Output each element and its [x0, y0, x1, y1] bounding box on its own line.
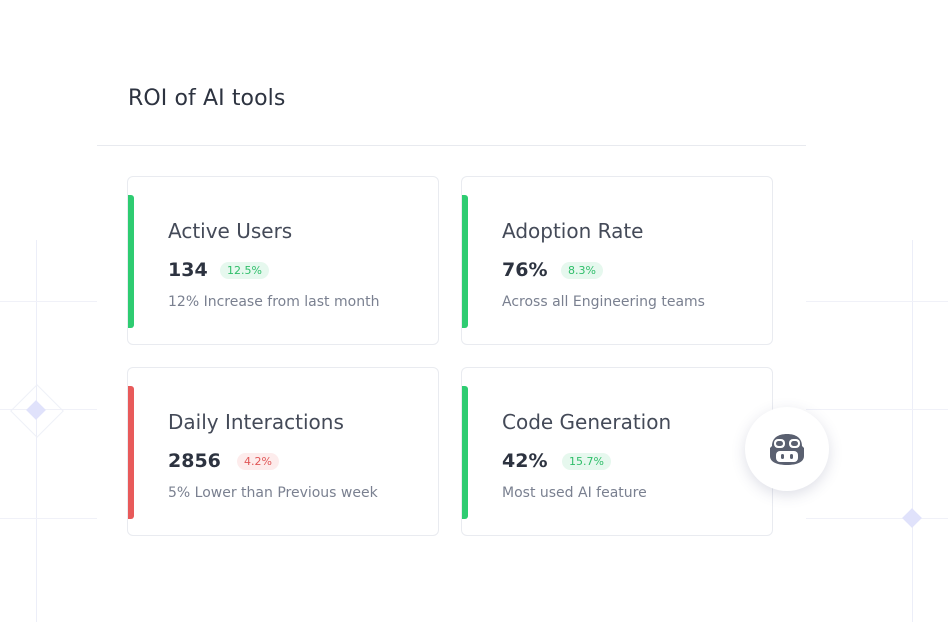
stat-card-code-generation[interactable]: Code Generation 42% 15.7% Most used AI f…: [461, 367, 773, 536]
grid-line: [0, 518, 97, 519]
card-title: Adoption Rate: [502, 219, 644, 243]
grid-line: [0, 301, 97, 302]
grid-line: [806, 409, 948, 410]
card-metric-value: 76%: [502, 259, 548, 281]
stat-card-active-users[interactable]: Active Users 134 12.5% 12% Increase from…: [127, 176, 439, 345]
copilot-bot-icon: [770, 434, 804, 465]
grid-line: [912, 240, 913, 622]
card-accent-bar: [128, 195, 134, 328]
grid-line: [806, 301, 948, 302]
card-accent-bar: [462, 386, 468, 519]
grid-line: [36, 240, 37, 622]
card-metric-value: 134: [168, 259, 208, 281]
decorative-diamond: [902, 508, 922, 528]
card-change-badge: 8.3%: [561, 262, 603, 279]
card-metric-value: 2856: [168, 450, 221, 472]
card-change-badge: 15.7%: [562, 453, 611, 470]
card-description: 5% Lower than Previous week: [168, 485, 378, 501]
stat-card-adoption-rate[interactable]: Adoption Rate 76% 8.3% Across all Engine…: [461, 176, 773, 345]
page-title: ROI of AI tools: [128, 86, 286, 111]
card-description: 12% Increase from last month: [168, 294, 380, 310]
card-change-badge: 12.5%: [220, 262, 269, 279]
card-accent-bar: [462, 195, 468, 328]
ai-assistant-button[interactable]: [745, 407, 829, 491]
card-change-badge: 4.2%: [237, 453, 279, 470]
card-title: Code Generation: [502, 410, 672, 434]
card-description: Most used AI feature: [502, 485, 647, 501]
grid-line: [0, 409, 97, 410]
title-divider: [97, 145, 806, 146]
card-metric-value: 42%: [502, 450, 548, 472]
card-description: Across all Engineering teams: [502, 294, 705, 310]
stat-card-daily-interactions[interactable]: Daily Interactions 2856 4.2% 5% Lower th…: [127, 367, 439, 536]
grid-line: [806, 518, 948, 519]
card-title: Active Users: [168, 219, 293, 243]
card-title: Daily Interactions: [168, 410, 344, 434]
card-accent-bar: [128, 386, 134, 519]
